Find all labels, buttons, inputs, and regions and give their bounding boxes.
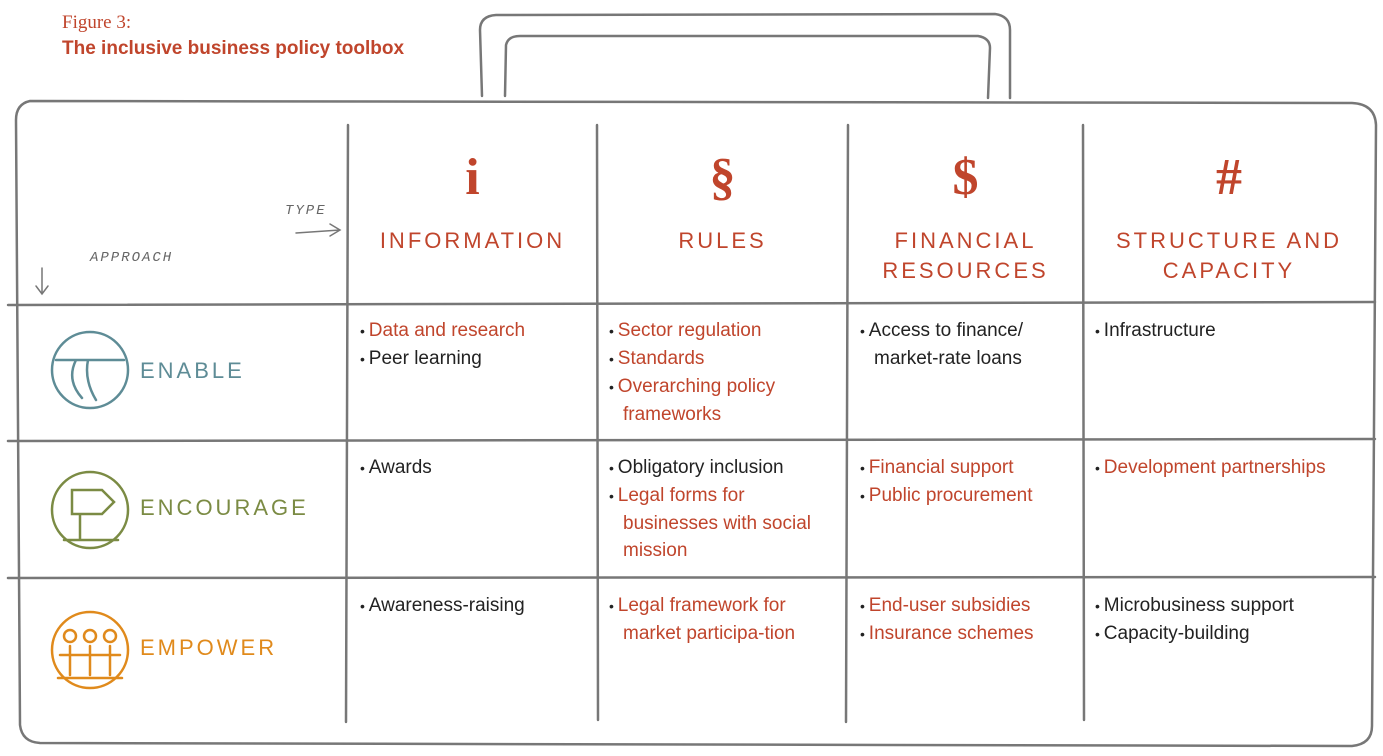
cell: Obligatory inclusionLegal forms for busi…: [609, 454, 834, 564]
figure-title: The inclusive business policy toolbox: [62, 38, 405, 59]
cell: Access to finance/ market-rate loans: [860, 317, 1069, 372]
cell-item: Data and research: [360, 317, 583, 345]
cell-item: Financial support: [860, 454, 1069, 482]
approach-label: APPROACH: [90, 250, 174, 266]
cell: Microbusiness supportCapacity-building: [1095, 592, 1361, 648]
cell-item: Obligatory inclusion: [609, 454, 834, 482]
cell-item: Public procurement: [860, 482, 1069, 510]
type-arrow: [295, 223, 342, 237]
cell: Awareness-raising: [360, 592, 583, 620]
cell: Development partnerships: [1095, 454, 1361, 482]
cell: Infrastructure: [1095, 317, 1361, 345]
cell: Data and researchPeer learning: [360, 317, 583, 373]
row-label: ENCOURAGE: [140, 495, 309, 520]
cell: Legal framework for market participa-tio…: [609, 592, 834, 647]
column-icon: #: [1216, 149, 1242, 206]
encourage-icon: [50, 470, 130, 550]
column-line: [344, 123, 350, 724]
cell-item: Legal forms for businesses with social m…: [609, 482, 834, 564]
cell-item: Legal framework for market participa-tio…: [609, 592, 834, 647]
row-line: [6, 437, 1377, 443]
approach-arrow: [35, 267, 49, 296]
column-label: FINANCIAL RESOURCES: [882, 228, 1049, 283]
cell-item: Development partnerships: [1095, 454, 1361, 482]
row-label: ENABLE: [140, 357, 245, 383]
handle-inner: [503, 34, 992, 100]
column-icon: §: [709, 149, 736, 206]
cell-item: Peer learning: [360, 345, 583, 373]
cell-item: Standards: [609, 345, 834, 373]
column-line: [844, 123, 850, 724]
column-line: [1081, 123, 1086, 722]
cell-item: Awareness-raising: [360, 592, 583, 620]
enable-icon: [50, 330, 130, 410]
cell-item: Sector regulation: [609, 317, 834, 345]
figure-label: Figure 3:: [62, 12, 132, 33]
column-line: [595, 123, 600, 722]
cell-item: Infrastructure: [1095, 317, 1361, 345]
column-icon: i: [465, 149, 480, 206]
row-label: EMPOWER: [140, 635, 278, 660]
cell: End-user subsidiesInsurance schemes: [860, 592, 1069, 648]
column-icon: $: [952, 149, 979, 206]
row-line: [6, 575, 1377, 580]
cell-item: Overarching policy frameworks: [609, 373, 834, 428]
cell: Awards: [360, 454, 583, 482]
cell-item: Capacity-building: [1095, 620, 1361, 648]
cell: Financial supportPublic procurement: [860, 454, 1069, 510]
column-label: INFORMATION: [379, 228, 566, 253]
cell-item: Awards: [360, 454, 583, 482]
cell-item: Insurance schemes: [860, 620, 1069, 648]
cell-item: Microbusiness support: [1095, 592, 1361, 620]
column-label: RULES: [678, 228, 767, 253]
cell-item: Access to finance/ market-rate loans: [860, 317, 1069, 372]
box-outline: [14, 99, 1378, 748]
cell: Sector regulationStandardsOverarching po…: [609, 317, 834, 428]
type-label: TYPE: [285, 203, 327, 219]
empower-icon: [50, 610, 130, 690]
row-line: [6, 300, 1377, 307]
column-label: STRUCTURE AND CAPACITY: [1115, 228, 1342, 283]
handle-outer: [478, 12, 1012, 100]
cell-item: End-user subsidies: [860, 592, 1069, 620]
